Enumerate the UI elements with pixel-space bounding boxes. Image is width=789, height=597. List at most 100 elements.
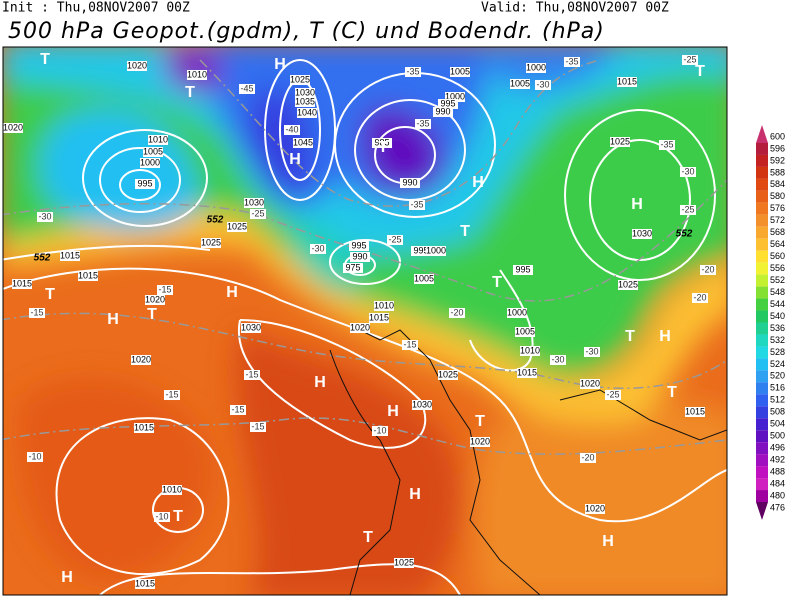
isobar-label-box <box>517 368 537 378</box>
temperature-label: -15 <box>165 389 178 399</box>
temperature-label: -35 <box>410 199 423 209</box>
isobar-label: 1000 <box>526 62 546 72</box>
temperature-label-box <box>164 390 180 400</box>
isobar-label: 1020 <box>580 378 600 388</box>
temperature-label-box <box>387 235 403 245</box>
temperature-label-box <box>564 57 580 67</box>
temperature-label-box <box>402 340 418 350</box>
temperature-label-box <box>37 212 53 222</box>
colorbar-end <box>756 502 768 520</box>
isobar-label-box <box>187 70 207 80</box>
isobar-label-box <box>414 274 434 284</box>
colorbar-end <box>756 125 768 143</box>
isobar-label: 975 <box>345 262 360 272</box>
colorbar-segment <box>756 406 768 419</box>
isobar-label: 1030 <box>244 197 264 207</box>
isobar-label: 1005 <box>510 78 530 88</box>
colorbar-label: 504 <box>770 419 785 429</box>
isobar-label-box <box>293 138 313 148</box>
colorbar-segment <box>756 142 768 155</box>
pressure-center: T <box>173 508 183 525</box>
pressure-center: H <box>472 174 484 191</box>
pressure-center: T <box>695 63 705 80</box>
temperature-label: -25 <box>388 234 401 244</box>
isobar-label: 1010 <box>187 69 207 79</box>
isobar-label: 1015 <box>12 278 32 288</box>
isobar-label-box <box>618 280 638 290</box>
isobar-label-box <box>632 229 652 239</box>
colorbar-label: 520 <box>770 371 785 381</box>
isobar-label-box <box>526 63 546 73</box>
isobar-label: 1005 <box>414 273 434 283</box>
isobar-label-box <box>148 135 168 145</box>
isobar-label-box <box>295 88 315 98</box>
isobar-label-box <box>343 263 363 273</box>
isobar-label: 1010 <box>374 300 394 310</box>
isobar-label: 990 <box>402 177 417 187</box>
isobar-label: 1010 <box>520 345 540 355</box>
colorbar-label: 600 <box>770 131 785 141</box>
temperature-label-box <box>680 205 696 215</box>
temperature-label-box <box>550 355 566 365</box>
isobar-label-box <box>369 313 389 323</box>
colorbar-label: 540 <box>770 311 785 321</box>
temperature-label: -10 <box>155 511 168 521</box>
temperature-label-box <box>405 67 421 77</box>
colorbar-segment <box>756 490 768 503</box>
isobar-label-box <box>162 485 182 495</box>
isobar-label-box <box>350 323 370 333</box>
pressure-center: T <box>492 274 502 291</box>
isobar-label: 990 <box>352 251 367 261</box>
height-label: 552 <box>34 253 51 264</box>
colorbar-segment <box>756 454 768 467</box>
isobar-label-box <box>510 79 530 89</box>
temperature-label: -10 <box>28 451 41 461</box>
colorbar-segment <box>756 430 768 443</box>
colorbar-segment <box>756 202 768 215</box>
isobar-label-box <box>131 355 151 365</box>
isobar-label-box <box>244 198 264 208</box>
temperature-label: -45 <box>240 83 253 93</box>
isobar-label: 1015 <box>60 250 80 260</box>
colorbar: 600 596 592 588 584 580 576 572 568 564 560 556 552 5… <box>756 125 785 520</box>
isobar-label-box <box>3 123 23 133</box>
isobar-label-box <box>450 67 470 77</box>
temperature-label-box <box>692 293 708 303</box>
temperature-label: -35 <box>406 66 419 76</box>
pressure-center: T <box>475 413 485 430</box>
temperature-label: -15 <box>30 307 43 317</box>
isobar-label: 1005 <box>515 326 535 336</box>
temperature-label: -15 <box>403 339 416 349</box>
temperature-label: -25 <box>606 389 619 399</box>
colorbar-label: 556 <box>770 263 785 273</box>
isobar-label-box <box>394 558 414 568</box>
isobar-label: 1030 <box>295 87 315 97</box>
temperature-label: -20 <box>701 264 714 274</box>
pressure-center: T <box>460 223 470 240</box>
temperature-label-box <box>310 244 326 254</box>
temperature-label: -35 <box>660 139 673 149</box>
colorbar-label: 544 <box>770 299 785 309</box>
isobar-label: 1030 <box>241 322 261 332</box>
pressure-center: H <box>289 151 301 168</box>
temperature-label: -30 <box>681 166 694 176</box>
temperature-label-box <box>29 308 45 318</box>
isobar-label: 1025 <box>610 136 630 146</box>
isobar-label-box <box>580 379 600 389</box>
isobar-label: 1020 <box>350 322 370 332</box>
colorbar-label: 496 <box>770 443 785 453</box>
isobar-label: 1025 <box>201 237 221 247</box>
isobar-label: 1045 <box>293 137 313 147</box>
colorbar-segment <box>756 154 768 167</box>
colorbar-segment <box>756 238 768 251</box>
isobar-label: 1020 <box>585 503 605 513</box>
pressure-center: H <box>226 284 238 301</box>
colorbar-segment <box>756 250 768 263</box>
height-label: 552 <box>676 229 693 240</box>
pressure-center: H <box>314 374 326 391</box>
temperature-label-box <box>244 370 260 380</box>
temperature-label: -15 <box>231 404 244 414</box>
map-frame <box>2 46 728 596</box>
isobar-label-box <box>201 238 221 248</box>
